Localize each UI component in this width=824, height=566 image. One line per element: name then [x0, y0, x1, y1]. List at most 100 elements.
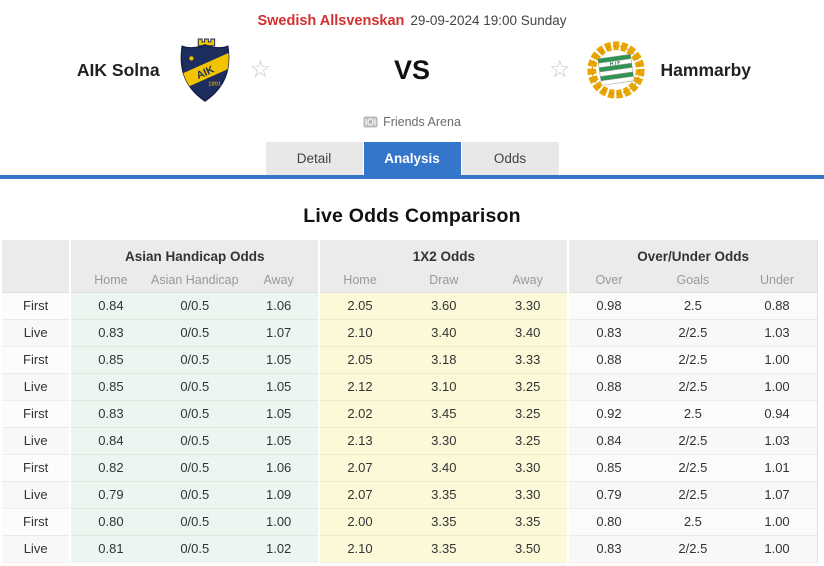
x12-odds-cell: 2.07: [318, 481, 400, 509]
odds-row: First 0.82 0/0.5 1.06 2.07 3.40 3.30 0.85 2/2.5 1…: [2, 454, 819, 482]
tab-detail[interactable]: Detail: [265, 142, 363, 175]
venue-name: Friends Arena: [383, 115, 461, 129]
asian-handicap-cell: 0.84: [69, 427, 151, 455]
row-type-label: Live: [2, 427, 71, 455]
live-odds-table: Asian Handicap Odds 1X2 Odds Over/Under …: [2, 240, 819, 563]
row-type-label: Live: [2, 319, 71, 347]
col-header: Home: [69, 268, 151, 293]
asian-handicap-cell: 0.85: [69, 373, 151, 401]
x12-odds-cell: 2.00: [318, 508, 400, 536]
home-team-name[interactable]: AIK Solna: [76, 59, 160, 80]
asian-handicap-cell: 0.81: [69, 535, 151, 563]
vs-label: VS: [393, 54, 431, 85]
corner-cell: [2, 240, 71, 268]
row-type-label: Live: [2, 373, 71, 401]
section-title: Live Odds Comparison: [303, 205, 521, 227]
col-header: Under: [737, 268, 819, 293]
teams-row: AIK Solna AIK 1891 ☆ VS ☆: [0, 33, 824, 107]
over-under-cell: 1.03: [737, 427, 819, 455]
over-under-cell: 2/2.5: [648, 454, 738, 482]
row-type-label: First: [2, 346, 71, 374]
over-under-cell: 0.84: [567, 427, 649, 455]
asian-handicap-cell: 0.85: [69, 346, 151, 374]
x12-odds-cell: 3.60: [399, 292, 488, 320]
asian-handicap-group-header: Asian Handicap Odds: [69, 240, 320, 268]
odds-row: First 0.83 0/0.5 1.05 2.02 3.45 3.25 0.92 2.5 0.9…: [2, 400, 819, 428]
odds-row: First 0.80 0/0.5 1.00 2.00 3.35 3.35 0.80 2.5 1.0…: [2, 508, 819, 536]
col-header: Over: [567, 268, 649, 293]
col-header: Home: [318, 268, 400, 293]
x12-odds-cell: 3.35: [399, 481, 488, 509]
x12-odds-cell: 3.40: [399, 319, 488, 347]
x12-odds-cell: 3.33: [488, 346, 569, 374]
table-group-header-row: Asian Handicap Odds 1X2 Odds Over/Under …: [2, 240, 819, 268]
league-line: Swedish Allsvenskan 29-09-2024 19:00 Sund…: [0, 0, 824, 29]
tab-bar: Detail Analysis Odds: [0, 142, 824, 179]
stadium-icon: [363, 116, 378, 128]
x12-odds-cell: 2.10: [318, 319, 400, 347]
odds-row: Live 0.81 0/0.5 1.02 2.10 3.35 3.50 0.83 2/2.5 1.…: [2, 535, 819, 563]
odds-row: Live 0.85 0/0.5 1.05 2.12 3.10 3.25 0.88 2/2.5 1.…: [2, 373, 819, 401]
x12-odds-cell: 2.05: [318, 346, 400, 374]
over-under-cell: 0.88: [737, 292, 819, 320]
over-under-cell: 1.07: [737, 481, 819, 509]
hammarby-crest-icon: H I F: [586, 41, 645, 99]
asian-handicap-cell: 1.09: [238, 481, 320, 509]
x12-odds-cell: 3.25: [488, 373, 569, 401]
x12-group-header: 1X2 Odds: [318, 240, 569, 268]
asian-handicap-cell: 0/0.5: [150, 535, 239, 563]
asian-handicap-cell: 1.05: [238, 400, 320, 428]
row-type-label: First: [2, 400, 71, 428]
x12-odds-cell: 2.07: [318, 454, 400, 482]
over-under-cell: 0.83: [567, 535, 649, 563]
odds-row: First 0.85 0/0.5 1.05 2.05 3.18 3.33 0.88 2/2.5 1…: [2, 346, 819, 374]
over-under-cell: 2/2.5: [648, 373, 738, 401]
over-under-cell: 1.03: [737, 319, 819, 347]
over-under-cell: 1.00: [737, 508, 819, 536]
over-under-cell: 2.5: [648, 292, 738, 320]
aik-solna-crest-icon: AIK 1891: [180, 38, 229, 102]
x12-odds-cell: 3.25: [488, 400, 569, 428]
away-team-name[interactable]: Hammarby: [660, 59, 751, 80]
over-under-cell: 0.98: [567, 292, 649, 320]
over-under-cell: 0.80: [567, 508, 649, 536]
tab-analysis[interactable]: Analysis: [363, 142, 461, 175]
row-type-label: First: [2, 508, 71, 536]
x12-odds-cell: 2.12: [318, 373, 400, 401]
over-under-cell: 0.94: [737, 400, 819, 428]
league-name: Swedish Allsvenskan: [257, 13, 405, 29]
over-under-cell: 2/2.5: [648, 427, 738, 455]
asian-handicap-cell: 0.79: [69, 481, 151, 509]
asian-handicap-cell: 1.07: [238, 319, 320, 347]
over-under-cell: 1.00: [737, 373, 819, 401]
corner-cell: [2, 268, 71, 293]
home-favorite-star-icon[interactable]: ☆: [249, 56, 272, 83]
over-under-cell: 2/2.5: [648, 319, 738, 347]
tab-odds[interactable]: Odds: [461, 142, 559, 175]
away-favorite-star-icon[interactable]: ☆: [549, 56, 571, 83]
x12-odds-cell: 3.18: [399, 346, 488, 374]
x12-odds-cell: 2.05: [318, 292, 400, 320]
over-under-cell: 0.83: [567, 319, 649, 347]
asian-handicap-cell: 1.05: [238, 427, 320, 455]
x12-odds-cell: 3.35: [488, 508, 569, 536]
asian-handicap-cell: 0/0.5: [150, 373, 239, 401]
table-sub-header-row: Home Asian Handicap Away Home Draw Away …: [2, 268, 819, 293]
asian-handicap-cell: 0.80: [69, 508, 151, 536]
x12-odds-cell: 3.45: [399, 400, 488, 428]
row-type-label: Live: [2, 481, 71, 509]
x12-odds-cell: 3.35: [399, 508, 488, 536]
x12-odds-cell: 3.50: [488, 535, 569, 563]
over-under-cell: 2/2.5: [648, 481, 738, 509]
over-under-cell: 1.01: [737, 454, 819, 482]
x12-odds-cell: 3.40: [488, 319, 569, 347]
asian-handicap-cell: 0.84: [69, 292, 151, 320]
asian-handicap-cell: 0/0.5: [150, 319, 239, 347]
asian-handicap-cell: 0/0.5: [150, 454, 239, 482]
asian-handicap-cell: 1.05: [238, 346, 320, 374]
over-under-cell: 2/2.5: [648, 535, 738, 563]
asian-handicap-cell: 1.02: [238, 535, 320, 563]
asian-handicap-cell: 0/0.5: [150, 292, 239, 320]
svg-text:H I F: H I F: [609, 60, 620, 67]
asian-handicap-cell: 0/0.5: [150, 400, 239, 428]
